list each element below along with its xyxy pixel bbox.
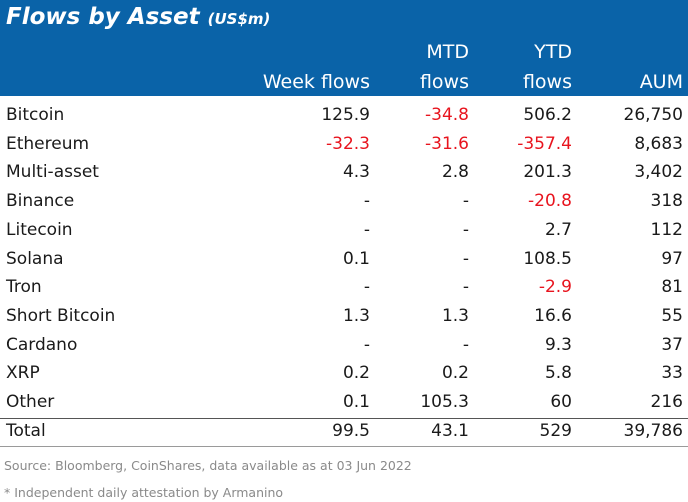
chart-title: Flows by Asset (US$m) (6, 4, 271, 30)
cell-week: 0.2 (342, 363, 370, 384)
cell-mtd: -31.6 (425, 133, 469, 154)
cell-week: - (363, 219, 370, 240)
cell-week: 0.1 (342, 392, 370, 412)
asset-name: Tron (6, 277, 42, 298)
cell-aum: 55 (661, 305, 683, 326)
title-unit: (US$m) (207, 10, 271, 28)
table-row: Ethereum -32.3 -31.6 -357.4 8,683 (0, 130, 688, 159)
cell-week: - (363, 334, 370, 355)
asset-name: Cardano (6, 334, 78, 355)
cell-aum: 26,750 (623, 105, 683, 125)
header-band: Week flows MTD flows YTD flows AUM (0, 36, 688, 96)
cell-aum: 112 (650, 219, 683, 240)
total-row: Total 99.5 43.1 529 39,786 (0, 417, 688, 446)
cell-week: - (363, 277, 370, 298)
attestation-note: * Independent daily attestation by Arman… (4, 485, 284, 500)
cell-mtd: - (462, 248, 469, 269)
table-row: Cardano - - 9.3 37 (0, 331, 688, 360)
cell-mtd: -34.8 (425, 105, 469, 125)
column-header-ytd-line-1: YTD (534, 41, 572, 63)
column-header-ytd-line-2: flows (522, 71, 572, 93)
cell-aum: 37 (661, 334, 683, 355)
cell-ytd: 108.5 (523, 248, 572, 269)
cell-aum: 81 (661, 277, 683, 298)
asset-name: Multi-asset (6, 162, 99, 183)
cell-week: 0.1 (342, 248, 370, 269)
cell-mtd: 2.8 (441, 162, 469, 183)
cell-mtd: - (462, 334, 469, 355)
cell-ytd: 9.3 (544, 334, 572, 355)
table-row: Solana 0.1 - 108.5 97 (0, 245, 688, 274)
cell-ytd: 5.8 (544, 363, 572, 384)
cell-ytd: -20.8 (528, 191, 572, 212)
column-header-aum-line-2: AUM (639, 71, 683, 93)
table-row: Other 0.1 105.3 60 216 (0, 388, 688, 417)
cell-week: 99.5 (332, 420, 370, 441)
cell-aum: 216 (650, 392, 683, 412)
table-row: Binance - - -20.8 318 (0, 187, 688, 216)
source-note: Source: Bloomberg, CoinShares, data avai… (4, 458, 412, 473)
asset-name: Litecoin (6, 219, 73, 240)
cell-mtd: 43.1 (431, 420, 469, 441)
total-label: Total (6, 420, 46, 441)
column-header-mtd-line-1: MTD (426, 41, 469, 63)
table-row: Litecoin - - 2.7 112 (0, 216, 688, 245)
cell-mtd: 1.3 (441, 305, 469, 326)
cell-aum: 318 (650, 191, 683, 212)
cell-ytd: 2.7 (544, 219, 572, 240)
asset-name: Solana (6, 248, 64, 269)
cell-aum: 3,402 (634, 162, 683, 183)
column-header-mtd-line-2: flows (419, 71, 469, 93)
table-row: Bitcoin 125.9 -34.8 506.2 26,750 (0, 101, 688, 130)
cell-ytd: -2.9 (538, 277, 572, 298)
cell-mtd: - (462, 219, 469, 240)
cell-ytd: 60 (550, 392, 572, 412)
asset-name: Binance (6, 191, 75, 212)
table-row: Multi-asset 4.3 2.8 201.3 3,402 (0, 158, 688, 187)
cell-ytd: -357.4 (517, 133, 572, 154)
cell-week: -32.3 (326, 133, 370, 154)
title-bar: Flows by Asset (US$m) (0, 0, 688, 36)
total-top-rule (0, 417, 688, 419)
cell-mtd: 105.3 (420, 392, 469, 412)
asset-name: XRP (6, 363, 40, 384)
asset-name: Other (6, 392, 55, 412)
cell-mtd: - (462, 191, 469, 212)
total-bottom-rule (0, 446, 688, 448)
asset-name: Short Bitcoin (6, 305, 116, 326)
cell-week: 125.9 (321, 105, 370, 125)
cell-week: - (363, 191, 370, 212)
cell-ytd: 16.6 (534, 305, 572, 326)
cell-mtd: - (462, 277, 469, 298)
cell-aum: 39,786 (623, 420, 683, 441)
cell-ytd: 506.2 (523, 105, 572, 125)
cell-week: 1.3 (342, 305, 370, 326)
cell-aum: 33 (661, 363, 683, 384)
cell-ytd: 529 (539, 420, 572, 441)
table-row: XRP 0.2 0.2 5.8 33 (0, 359, 688, 388)
column-header-week-line-2: Week flows (262, 71, 370, 93)
asset-name: Ethereum (6, 133, 90, 154)
cell-aum: 97 (661, 248, 683, 269)
cell-aum: 8,683 (634, 133, 683, 154)
cell-week: 4.3 (342, 162, 370, 183)
cell-ytd: 201.3 (523, 162, 572, 183)
asset-name: Bitcoin (6, 105, 65, 125)
table-row: Tron - - -2.9 81 (0, 273, 688, 302)
cell-mtd: 0.2 (441, 363, 469, 384)
table-row: Short Bitcoin 1.3 1.3 16.6 55 (0, 302, 688, 331)
